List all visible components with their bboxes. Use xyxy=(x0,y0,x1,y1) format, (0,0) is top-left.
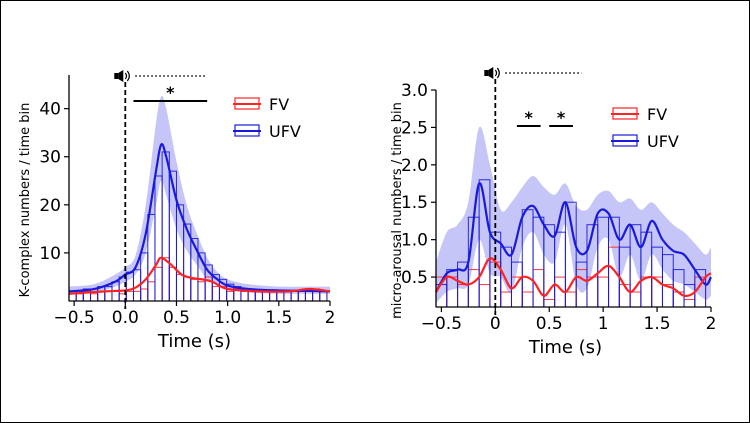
x-tick-label: 0.0 xyxy=(112,308,139,328)
x-tick-label: 0 xyxy=(490,314,501,334)
speaker-icon-wave xyxy=(496,67,500,79)
x-tick-label: −0.5 xyxy=(421,314,462,334)
fv-bar xyxy=(132,290,142,302)
fv-bar xyxy=(521,291,534,308)
fv-bar xyxy=(168,266,177,302)
ufv-confidence-band xyxy=(436,126,711,304)
fv-bar xyxy=(226,290,235,302)
fv-bar xyxy=(68,293,77,302)
fv-bar xyxy=(175,274,185,302)
fv-smooth-line xyxy=(435,257,712,298)
speaker-icon-cone xyxy=(488,67,494,79)
y-tick-label: 40 xyxy=(39,100,61,120)
fv-bar xyxy=(190,278,199,302)
y-axis-label: K-complex numbers / time bin xyxy=(18,103,33,298)
left-chart: * −0.5 0.0 0.5 1.0 1.5 2 10 20 30 40 Time (s) K-comp… xyxy=(18,70,335,352)
x-tick-label: 1.5 xyxy=(644,314,671,334)
x-tick-label: 1.5 xyxy=(265,308,292,328)
legend-label-ufv: UFV xyxy=(647,132,679,151)
ufv-smooth-line xyxy=(68,143,331,293)
fv-bar xyxy=(183,276,192,302)
x-tick-label: 1 xyxy=(598,314,609,334)
ufv-smooth-line xyxy=(435,182,712,293)
y-tick-label: 1.5 xyxy=(401,193,428,213)
fv-bar xyxy=(89,293,99,302)
y-tick-label: 2.0 xyxy=(401,156,428,176)
speaker-icon-body xyxy=(114,73,119,79)
y-tick-label: 10 xyxy=(39,244,61,264)
y-tick-label: 30 xyxy=(39,148,61,168)
fv-bar xyxy=(75,293,84,302)
y-tick-label: 20 xyxy=(39,196,61,216)
legend-label-ufv: UFV xyxy=(269,122,301,141)
fv-bar xyxy=(211,286,220,302)
fv-bar xyxy=(564,291,577,308)
fv-bar xyxy=(140,288,149,302)
speaker-icon-body xyxy=(484,70,489,76)
x-tick-label: 0.5 xyxy=(163,308,190,328)
legend: FV UFV xyxy=(233,95,301,141)
fv-bar xyxy=(161,257,170,302)
y-tick-label: 3.0 xyxy=(401,81,428,101)
x-tick-label: −0.5 xyxy=(53,308,94,328)
fv-bar xyxy=(597,276,610,308)
speaker-icon-cone xyxy=(118,70,124,82)
significance-star: * xyxy=(525,108,534,127)
x-tick-label: 2 xyxy=(706,314,717,334)
y-tick-label: 1.0 xyxy=(401,231,428,251)
speaker-icon-wave xyxy=(126,70,130,82)
speaker-icon xyxy=(484,67,500,79)
legend-label-fv: FV xyxy=(647,105,667,124)
speaker-icon-wave xyxy=(124,72,128,80)
fv-smooth-line xyxy=(68,256,331,295)
fv-bar xyxy=(683,299,696,308)
x-tick-label: 0.5 xyxy=(536,314,563,334)
right-chart: * * −0.5 0 0.5 1 1.5 2 0.5 1.0 1.5 2.0 2.5 3.0 Time (s… xyxy=(390,67,716,358)
fv-bar xyxy=(240,290,249,302)
fv-bar xyxy=(629,291,642,308)
fv-bar xyxy=(500,291,512,308)
significance-star: * xyxy=(166,83,175,102)
fv-bar xyxy=(125,290,134,302)
y-tick-label: 2.5 xyxy=(401,118,428,138)
fv-bar xyxy=(640,276,653,308)
fv-bar xyxy=(147,281,156,302)
fv-bar xyxy=(104,290,113,302)
speaker-icon-wave xyxy=(494,69,498,77)
legend: FV UFV xyxy=(611,105,679,151)
x-tick-label: 2 xyxy=(325,308,336,328)
y-tick-label: 0.5 xyxy=(401,268,428,288)
x-axis-label: Time (s) xyxy=(528,337,602,358)
speaker-icon xyxy=(114,70,130,82)
fv-bar xyxy=(154,266,163,302)
fv-bar xyxy=(543,299,556,308)
fv-bar xyxy=(197,281,206,302)
fv-bar xyxy=(247,290,256,302)
y-axis-label: micro-arousal numbers / time bin xyxy=(390,102,405,319)
x-axis-label: Time (s) xyxy=(157,331,231,352)
x-tick-label: 1.0 xyxy=(214,308,241,328)
legend-label-fv: FV xyxy=(269,95,289,114)
fv-bar xyxy=(111,290,120,302)
fv-bar xyxy=(478,284,491,308)
significance-star: * xyxy=(557,108,566,127)
